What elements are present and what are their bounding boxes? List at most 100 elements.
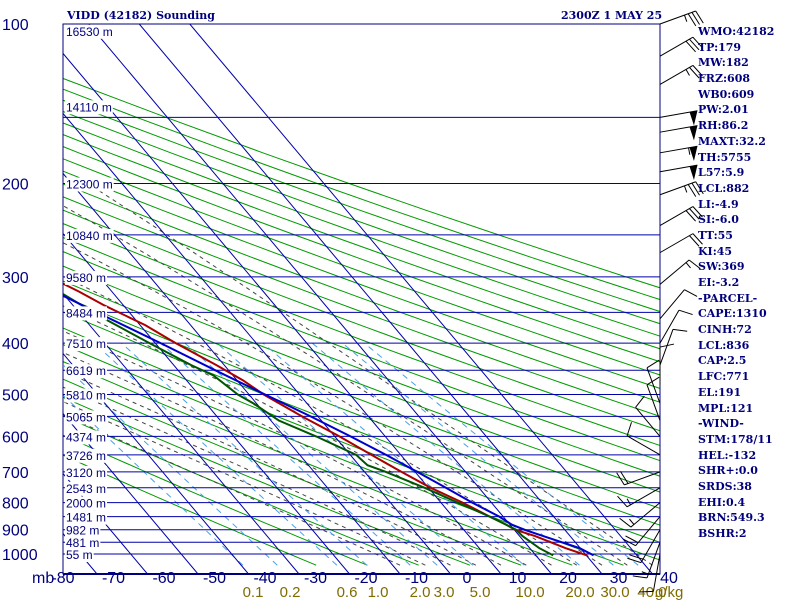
dry-adiabat: [63, 327, 660, 561]
height-label-bg: [65, 364, 108, 379]
temperature-tick-label: -30: [304, 570, 327, 587]
height-label: 2000 m: [66, 497, 106, 511]
dry-adiabat: [63, 110, 660, 325]
mixing-ratio-label: 2.0: [410, 584, 431, 600]
dewpoint-trace: [63, 292, 554, 557]
height-label-bg: [65, 228, 114, 243]
pressure-tick-label: 400: [2, 336, 29, 353]
dry-adiabat: [63, 361, 573, 566]
index-row: TH:5755: [698, 150, 752, 164]
pressure-tick-label: 800: [2, 496, 29, 513]
temperature-tick-label: 10: [509, 570, 527, 587]
pressure-tick-label: 100: [2, 17, 29, 34]
wind-barb: [659, 110, 698, 126]
moist-adiabat: [63, 386, 451, 566]
wind-barb: [627, 529, 661, 564]
height-label-bg: [65, 410, 108, 425]
index-row: WB0:609: [698, 87, 755, 101]
index-row: MW:182: [698, 56, 749, 70]
dry-adiabat: [63, 454, 317, 566]
wind-barb: [626, 422, 661, 456]
mixing-ratio-line: [160, 342, 411, 566]
mixing-ratio-label: 30.0: [600, 584, 629, 600]
wind-barb: [659, 36, 703, 57]
moist-adiabat: [87, 183, 653, 566]
index-row: -PARCEL-: [698, 291, 758, 305]
index-row: MAXT:32.2: [698, 134, 766, 148]
index-row: LI:-4.9: [698, 197, 739, 211]
mixing-ratio-label: 40.0: [637, 584, 666, 600]
wind-barb: [659, 206, 703, 226]
wind-barb: [659, 289, 698, 320]
wind-barb: [659, 64, 703, 85]
isotherm-line: [63, 112, 451, 574]
height-label: 5810 m: [66, 389, 106, 403]
isotherm-line: [63, 412, 199, 574]
height-label: 7510 m: [66, 337, 106, 351]
index-row: WMO:42182: [698, 25, 775, 38]
dry-adiabat: [63, 146, 660, 363]
height-label: 5065 m: [66, 410, 106, 424]
height-label-bg: [65, 523, 101, 538]
pressure-tick-label: 700: [2, 465, 29, 482]
index-row: SRDS:38: [698, 479, 752, 493]
pressure-tick-label: 900: [2, 523, 29, 540]
height-label-bg: [65, 536, 101, 551]
isotherm-line: [138, 24, 603, 574]
wind-barb: [659, 164, 698, 180]
index-row: PW:2.01: [698, 103, 749, 117]
index-row: SHR+:0.0: [698, 464, 758, 478]
index-row: STM:178/11: [698, 432, 773, 446]
isotherm-line: [63, 352, 249, 574]
plot-frame: [62, 23, 661, 575]
temperature-tick-label: -70: [102, 570, 125, 587]
index-row: EL:191: [698, 385, 742, 399]
index-row: LCL:882: [698, 181, 750, 195]
index-row: CINH:72: [698, 323, 752, 337]
dry-adiabat: [63, 196, 660, 417]
dry-adiabat: [63, 170, 660, 389]
dry-adiabat: [63, 99, 660, 313]
height-label: 14110 m: [66, 100, 112, 114]
temperature-tick-label: -60: [152, 570, 175, 587]
wind-barb: [659, 259, 701, 285]
temperature-tick-label: -80: [51, 570, 74, 587]
index-row: -WIND-: [698, 417, 744, 431]
dry-adiabat: [63, 265, 660, 493]
dry-adiabat: [63, 88, 660, 301]
height-label-bg: [65, 496, 108, 511]
dry-adiabat: [63, 280, 660, 509]
moist-adiabat: [63, 305, 552, 566]
wind-barb: [616, 471, 661, 486]
mixing-ratio-line: [93, 342, 338, 566]
dry-adiabat: [63, 295, 660, 526]
wind-barb: [659, 343, 675, 386]
height-label-bg: [65, 510, 108, 525]
dry-adiabat: [63, 77, 660, 289]
height-label: 481 m: [66, 536, 99, 550]
mixing-ratio-label: 0.6: [337, 584, 358, 600]
mixing-ratio-label: 0.1: [243, 584, 264, 600]
moist-adiabat: [63, 370, 477, 566]
chart-title: VIDD (42182) Sounding: [67, 9, 215, 22]
mixing-ratio-label: 0.2: [280, 584, 301, 600]
wind-barb: [617, 487, 661, 508]
height-label-bg: [65, 24, 114, 39]
index-row: HEL:-132: [698, 448, 757, 462]
mixing-ratio-line: [311, 342, 580, 566]
height-label: 4374 m: [66, 430, 106, 444]
height-label-bg: [65, 337, 108, 352]
temperature-tick-label: 20: [559, 570, 577, 587]
isotherm-line: [0, 24, 47, 574]
chart-datetime: 2300Z 1 MAY 25: [561, 9, 663, 22]
isotherm-line: [63, 232, 350, 574]
wind-barb: [646, 376, 661, 421]
wind-barb: [632, 542, 661, 579]
wind-barb: [659, 309, 693, 344]
index-row: CAPE:1310: [698, 307, 767, 321]
moist-adiabat: [63, 414, 401, 566]
dry-adiabat: [63, 311, 660, 543]
dry-adiabat: [63, 183, 660, 403]
wind-barb: [659, 328, 688, 366]
